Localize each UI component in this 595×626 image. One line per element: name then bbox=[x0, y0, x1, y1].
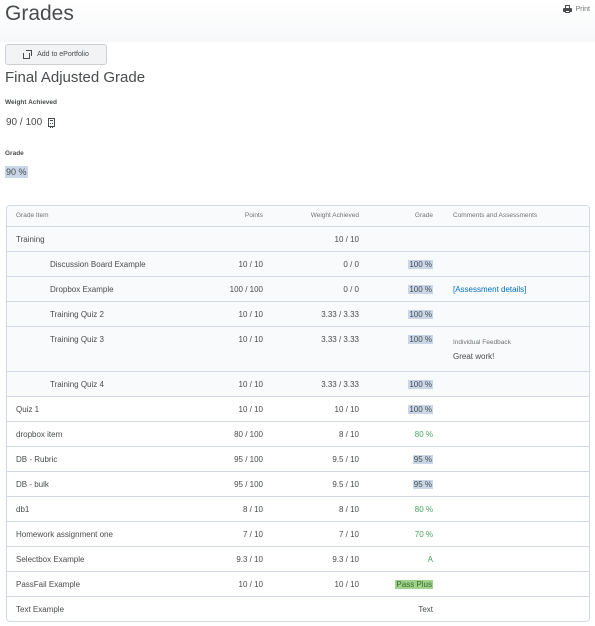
grade-item-weight: 8 / 10 bbox=[338, 505, 359, 514]
table-row: Dropbox Example 100 / 100 0 / 0 100 % [Asses… bbox=[7, 276, 589, 301]
table-row: DB - Rubric 95 / 100 9.5 / 10 95 % bbox=[7, 446, 589, 471]
grade-item-name: db1 bbox=[16, 505, 30, 514]
grade-item-weight: 7 / 10 bbox=[338, 530, 359, 539]
grade-item-grade: 70 % bbox=[414, 530, 433, 539]
grade-item-name: dropbox item bbox=[16, 430, 63, 439]
table-row: Homework assignment one 7 / 10 7 / 10 70 % bbox=[7, 521, 589, 546]
individual-feedback-text: Great work! bbox=[453, 352, 495, 361]
grade-item-points: 10 / 10 bbox=[238, 260, 263, 269]
grade-item-name: Selectbox Example bbox=[16, 555, 85, 564]
header-grade: Grade bbox=[414, 212, 433, 219]
grade-item-weight: 3.33 / 3.33 bbox=[321, 380, 359, 389]
grade-item-points: 9.3 / 10 bbox=[236, 555, 263, 564]
grade-item-grade: 100 % bbox=[408, 260, 433, 269]
grade-item-weight: 9.3 / 10 bbox=[332, 555, 359, 564]
grade-item-weight: 9.5 / 10 bbox=[332, 480, 359, 489]
grade-item-name: Training Quiz 4 bbox=[50, 380, 104, 389]
grade-item-points: 10 / 10 bbox=[238, 310, 263, 319]
grade-item-weight: 0 / 0 bbox=[343, 285, 359, 294]
header-points: Points bbox=[244, 212, 263, 219]
final-grade-title: Final Adjusted Grade bbox=[5, 69, 146, 86]
table-row: Training Quiz 4 10 / 10 3.33 / 3.33 100 % bbox=[7, 371, 589, 396]
header-grade-item: Grade Item bbox=[16, 212, 49, 219]
table-row: dropbox item 80 / 100 8 / 10 80 % bbox=[7, 421, 589, 446]
grade-item-points: 95 / 100 bbox=[234, 455, 263, 464]
table-row: db1 8 / 10 8 / 10 80 % bbox=[7, 496, 589, 521]
header-band bbox=[0, 0, 595, 42]
grade-item-weight: 10 / 10 bbox=[334, 405, 359, 414]
grade-item-weight: 8 / 10 bbox=[338, 430, 359, 439]
grade-item-weight: 3.33 / 3.33 bbox=[321, 335, 359, 344]
grades-table: Grade Item Points Weight Achieved Grade … bbox=[6, 205, 590, 622]
grade-item-points: 10 / 10 bbox=[238, 380, 263, 389]
weight-achieved-label: Weight Achieved bbox=[5, 99, 58, 106]
grade-label: Grade bbox=[5, 150, 24, 157]
individual-feedback-label: Individual Feedback bbox=[453, 339, 511, 346]
print-label: Print bbox=[575, 5, 590, 13]
add-to-eportfolio-button[interactable]: Add to ePortfolio bbox=[5, 44, 107, 65]
table-row: Training 10 / 10 bbox=[7, 226, 589, 251]
printer-icon bbox=[562, 5, 572, 13]
grade-item-name: Quiz 1 bbox=[16, 405, 40, 414]
grade-item-grade: 80 % bbox=[414, 505, 433, 514]
table-row: Training Quiz 3 10 / 10 3.33 / 3.33 100 % In… bbox=[7, 326, 589, 371]
final-grade-value: 90 % bbox=[5, 166, 28, 178]
grade-item-weight: 9.5 / 10 bbox=[332, 455, 359, 464]
grade-item-grade: 80 % bbox=[414, 430, 433, 439]
print-link[interactable]: Print bbox=[562, 5, 590, 13]
table-row: Text Example Text bbox=[7, 596, 589, 621]
grade-item-name: Training Quiz 3 bbox=[50, 335, 104, 344]
grade-item-grade: 95 % bbox=[412, 480, 433, 489]
table-row: PassFail Example 10 / 10 10 / 10 Pass Plus bbox=[7, 571, 589, 596]
grade-item-grade: 100 % bbox=[408, 380, 433, 389]
grade-item-grade: 100 % bbox=[408, 285, 433, 294]
grade-item-grade: 100 % bbox=[408, 405, 433, 414]
weight-achieved-value: 90 / 100 bbox=[6, 117, 56, 128]
grade-item-name: Homework assignment one bbox=[16, 530, 113, 539]
grade-item-name: PassFail Example bbox=[16, 580, 81, 589]
eportfolio-label: Add to ePortfolio bbox=[37, 51, 89, 58]
grade-item-name: Training bbox=[16, 235, 45, 244]
grade-item-weight: 10 / 10 bbox=[334, 235, 359, 244]
grade-item-name: DB - bulk bbox=[16, 480, 49, 489]
share-export-icon bbox=[23, 50, 33, 59]
grade-item-grade: Text bbox=[418, 605, 433, 614]
grade-item-points: 80 / 100 bbox=[234, 430, 263, 439]
table-row: Training Quiz 2 10 / 10 3.33 / 3.33 100 % bbox=[7, 301, 589, 326]
table-row: DB - bulk 95 / 100 9.5 / 10 95 % bbox=[7, 471, 589, 496]
table-row: Quiz 1 10 / 10 10 / 10 100 % bbox=[7, 396, 589, 421]
table-body: Training 10 / 10 Discussion Board Example 1… bbox=[7, 226, 589, 621]
header-comments: Comments and Assessments bbox=[453, 212, 538, 219]
grade-item-name: DB - Rubric bbox=[16, 455, 58, 464]
grade-item-points: 7 / 10 bbox=[242, 530, 263, 539]
assessment-details-link[interactable]: [Assessment details] bbox=[453, 285, 527, 294]
grade-item-grade: Pass Plus bbox=[395, 580, 433, 589]
grade-item-points: 100 / 100 bbox=[229, 285, 263, 294]
grade-item-grade: 100 % bbox=[408, 310, 433, 319]
grade-item-points: 10 / 10 bbox=[238, 580, 263, 589]
grade-item-grade: 95 % bbox=[412, 455, 433, 464]
grade-item-grade: 100 % bbox=[408, 335, 433, 344]
grade-item-weight: 0 / 0 bbox=[343, 260, 359, 269]
grade-item-grade: A bbox=[427, 555, 433, 564]
grade-item-points: 10 / 10 bbox=[238, 335, 263, 344]
grade-item-name: Dropbox Example bbox=[50, 285, 114, 294]
grade-item-points: 8 / 10 bbox=[242, 505, 263, 514]
grade-item-weight: 3.33 / 3.33 bbox=[321, 310, 359, 319]
grade-item-points: 95 / 100 bbox=[234, 480, 263, 489]
table-header-row: Grade Item Points Weight Achieved Grade … bbox=[7, 206, 589, 226]
calculator-icon[interactable] bbox=[48, 118, 56, 128]
weight-achieved-text: 90 / 100 bbox=[6, 117, 43, 128]
grade-item-points: 10 / 10 bbox=[238, 405, 263, 414]
page-title: Grades bbox=[5, 2, 74, 25]
grade-item-weight: 10 / 10 bbox=[334, 580, 359, 589]
grade-item-name: Text Example bbox=[16, 605, 65, 614]
header-weight-achieved: Weight Achieved bbox=[310, 212, 359, 219]
table-row: Discussion Board Example 10 / 10 0 / 0 100 … bbox=[7, 251, 589, 276]
table-row: Selectbox Example 9.3 / 10 9.3 / 10 A bbox=[7, 546, 589, 571]
grade-item-name: Discussion Board Example bbox=[50, 260, 146, 269]
grade-item-name: Training Quiz 2 bbox=[50, 310, 104, 319]
